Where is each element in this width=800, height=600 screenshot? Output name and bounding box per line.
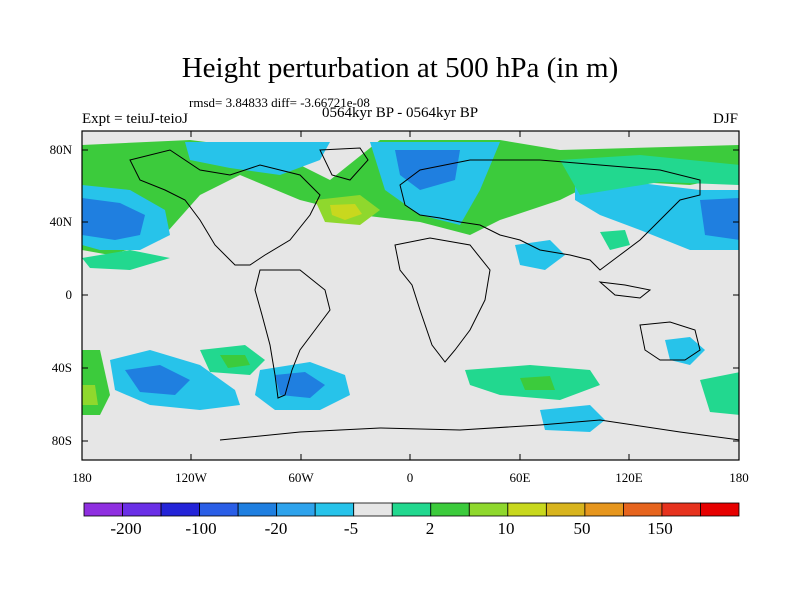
colorbar-label: -5 [343,519,359,538]
colorbar-label: 2 [425,519,435,538]
lon-label-60w: 60W [288,470,314,485]
contour-tropic-green-left [82,250,170,270]
contour-australia-blue [665,337,705,365]
map-title: Height perturbation at 500 hPa (in m) [181,52,619,84]
indonesia-outline [598,281,652,299]
colorbar-swatch [391,502,432,517]
lat-label-80s: 80S [51,433,72,448]
colorbar-swatch [700,502,740,517]
lon-label-120w: 120W [175,470,207,485]
experiment-label: Expt = teiuJ-teioJ [82,111,188,127]
north-america-outline [129,149,321,266]
colorbar-swatch [545,502,586,517]
lon-label-180w: 180 [72,470,92,485]
colorbar [83,502,740,517]
eurasia-outline [399,159,701,271]
coastlines [129,147,739,441]
contour-greenland-blue [185,142,330,175]
colorbar-swatch [623,502,663,517]
contour-mideast-blue [515,240,565,270]
contour-antarctic-blue [540,405,605,432]
lon-label-180e: 180 [729,470,749,485]
contour-atlantic-yellow [330,204,362,220]
contour-pacific-blue-right [575,183,739,250]
lon-label-120e: 120E [615,470,643,485]
colorbar-label: 150 [647,519,673,538]
colorbar-swatch [83,502,123,517]
colorbar-swatch [199,502,239,517]
contour-china-green [600,230,630,250]
contour-pacific-darkblue-right [700,198,739,240]
colorbar-swatch [468,502,509,517]
colorbar-label: -200 [110,519,142,538]
contour-sio-lightgreen [520,376,555,390]
colorbar-swatch [122,502,162,517]
contour-spac-lightgreen [220,355,250,368]
colorbar-label: -100 [185,519,217,538]
colorbar-swatch [353,502,393,517]
contour-siberia-darkblue [395,150,460,190]
season-label: DJF [713,111,739,127]
lat-label-0: 0 [65,287,73,302]
colorbar-label: 10 [497,519,515,538]
contour-left-edge-yellow [82,385,98,405]
lon-label-0: 0 [406,470,414,485]
lon-label-60e: 60E [509,470,531,485]
australia-outline [639,321,701,361]
greenland-outline [319,147,369,181]
colorbar-swatch [430,502,470,517]
period-label: 0564kyr BP - 0564kyr BP [322,105,479,121]
colorbar-swatch [584,502,624,517]
colorbar-swatch [661,502,701,517]
stats-label: rmsd= 3.84833 diff= -3.66721e-08 [189,95,370,110]
lat-label-80n: 80N [49,142,72,157]
contour-pacific-darkblue-left [82,198,145,240]
colorbar-swatch [507,502,547,517]
africa-outline [394,237,491,363]
colorbar-swatch [237,502,278,517]
lat-label-40n: 40N [49,214,72,229]
colorbar-label: -20 [264,519,288,538]
contour-satl-darkblue [275,372,325,398]
colorbar-label: 50 [573,519,591,538]
antarctica-outline [219,419,739,441]
colorbar-swatch [314,502,355,517]
filled-contours [82,131,739,460]
lat-label-40s: 40S [51,360,72,375]
south-america-outline [254,269,331,399]
axis-ticks [81,131,740,460]
contour-spac-darkblue [125,365,190,395]
colorbar-swatch [276,502,316,517]
contour-spac-right-green [700,372,739,415]
colorbar-swatch [160,502,200,517]
